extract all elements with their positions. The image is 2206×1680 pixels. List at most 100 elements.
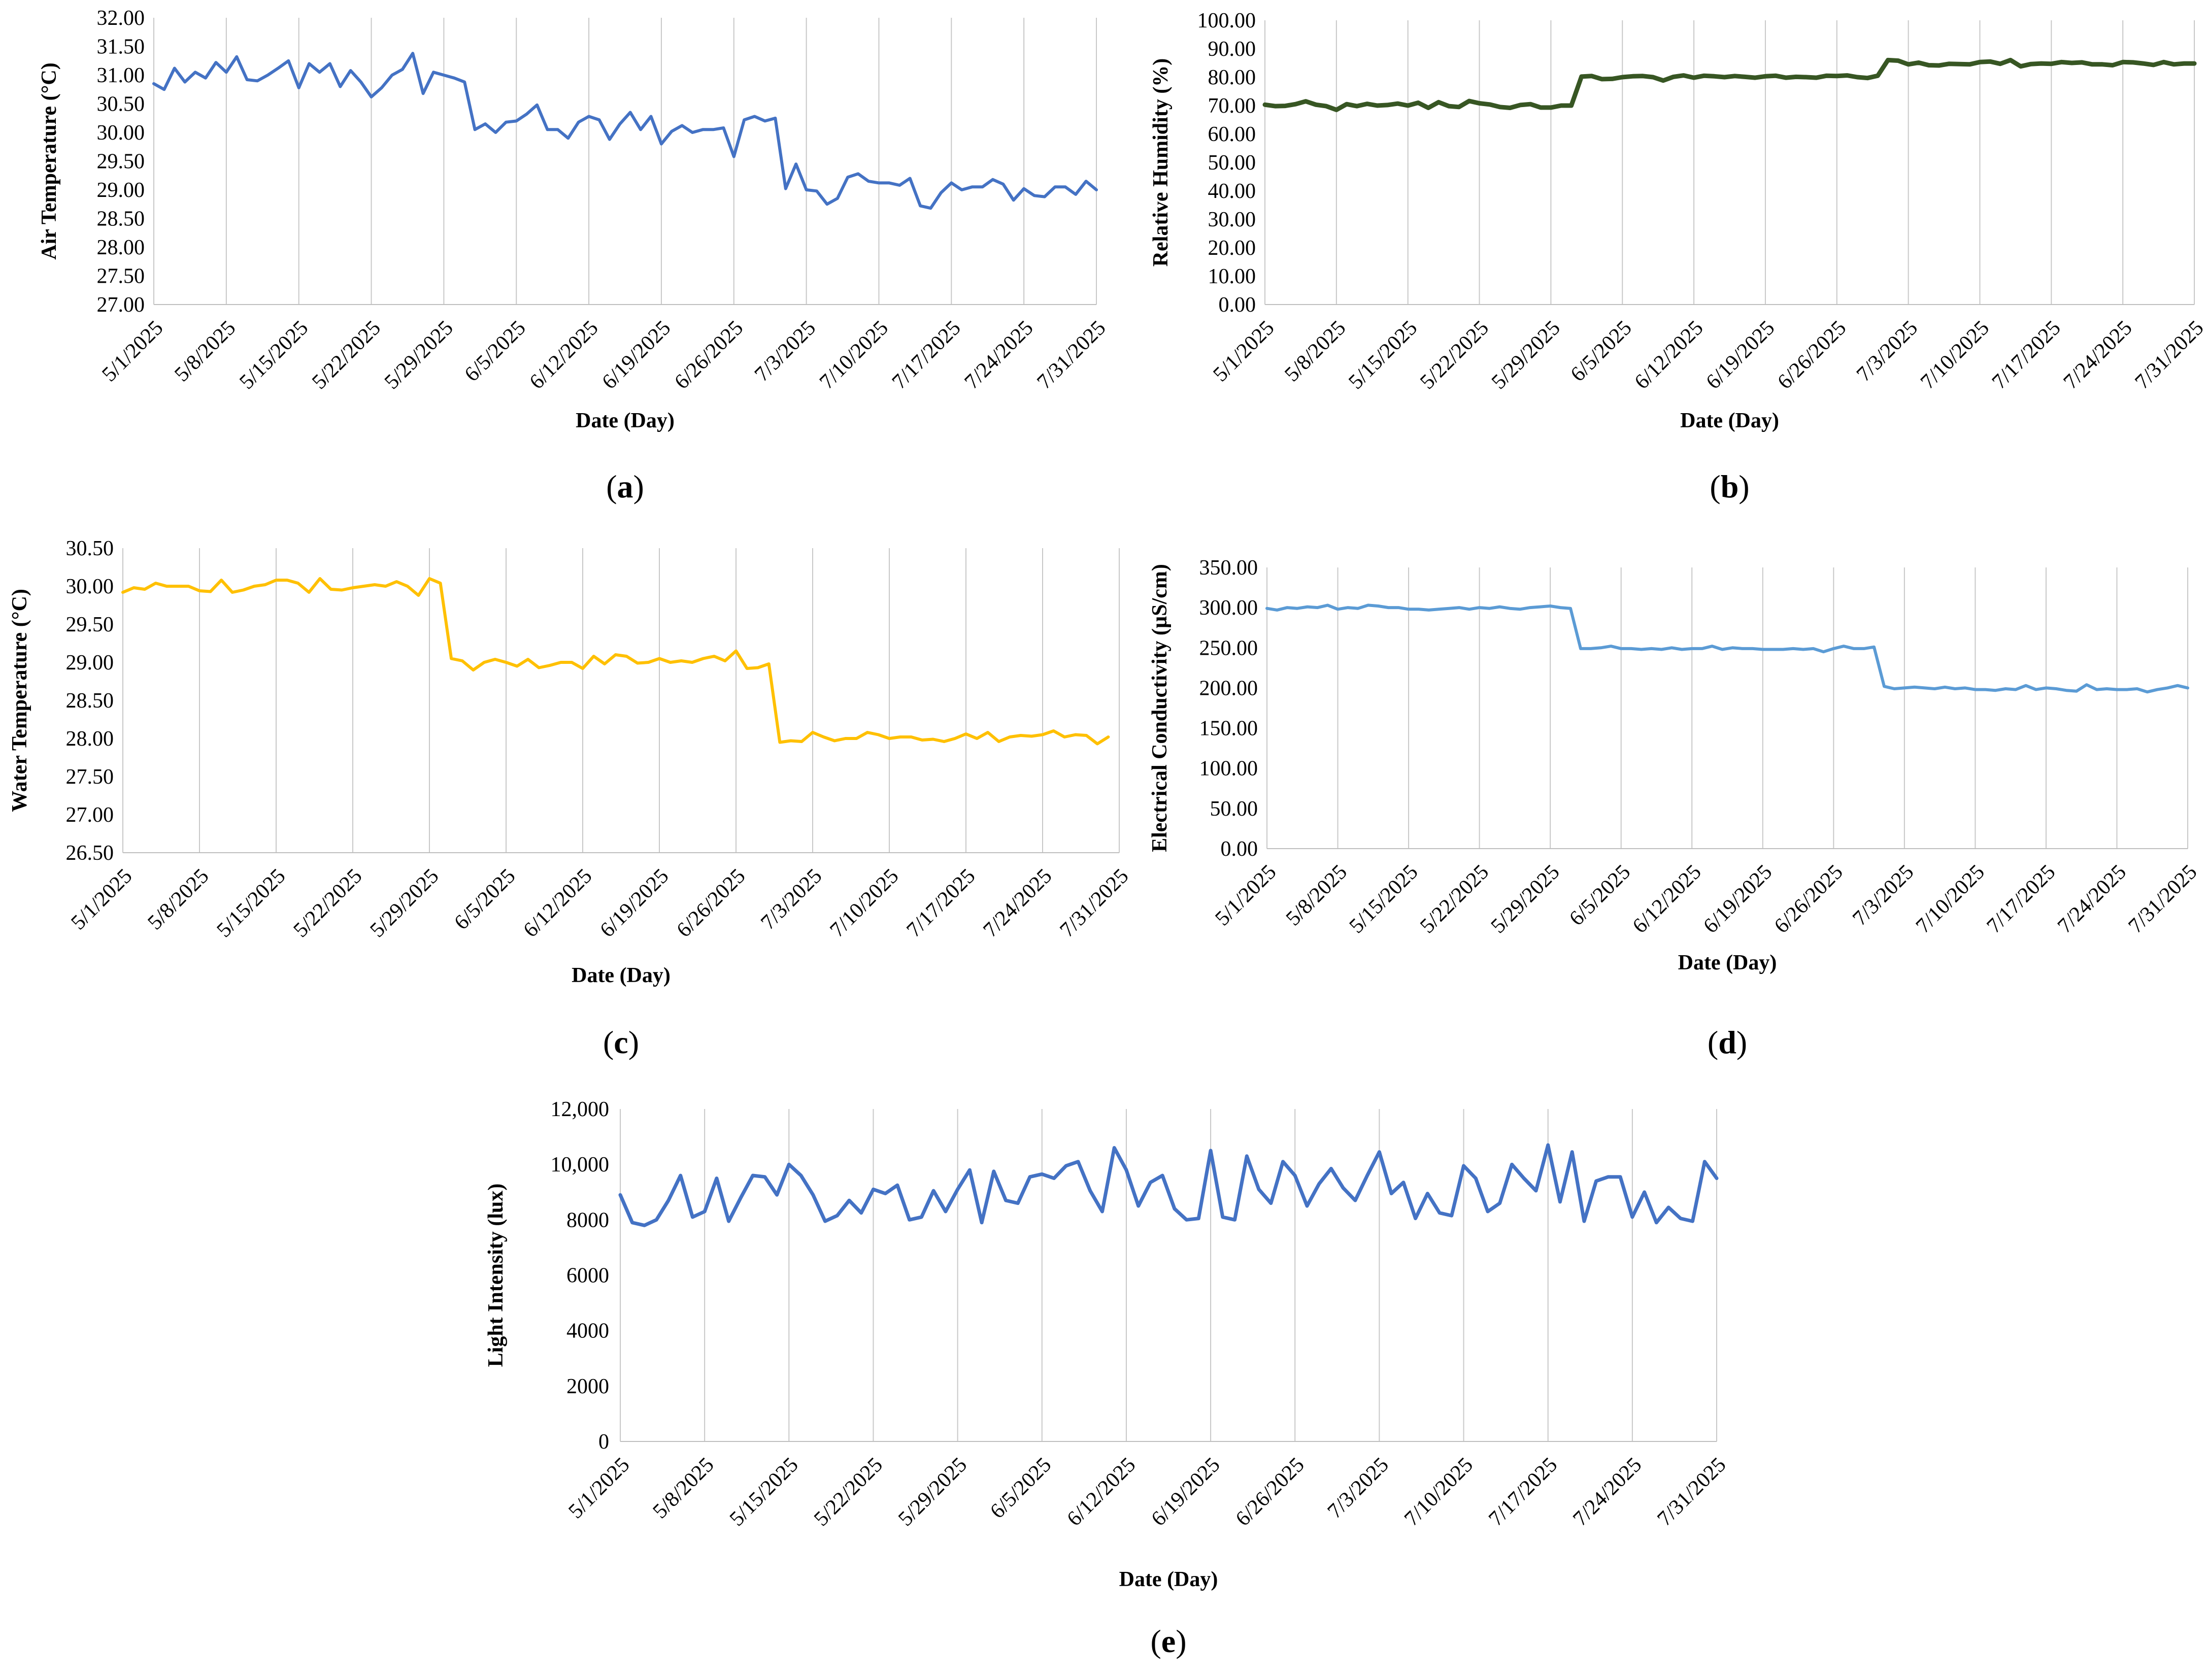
y-tick-label: 28.00 <box>66 727 114 751</box>
x-axis-title: Date (Day) <box>576 409 675 432</box>
panel-label: (e) <box>1150 1623 1186 1659</box>
y-tick-label: 0.00 <box>1221 837 1258 861</box>
y-tick-label: 0 <box>598 1430 609 1454</box>
y-tick-label: 28.00 <box>97 236 145 259</box>
x-tick-label: 7/17/2025 <box>1982 860 2060 938</box>
y-tick-label: 2000 <box>566 1375 609 1398</box>
x-tick-label: 5/29/2025 <box>1487 860 1564 938</box>
x-tick-label: 5/1/2025 <box>564 1453 634 1523</box>
series-line-c <box>121 577 1110 746</box>
y-tick-label: 50.00 <box>1210 797 1258 821</box>
panel-label: (a) <box>606 468 644 505</box>
y-tick-label: 4000 <box>566 1320 609 1343</box>
x-tick-label: 6/12/2025 <box>525 316 603 394</box>
x-tick-label: 7/3/2025 <box>1323 1453 1393 1523</box>
x-tick-label: 7/17/2025 <box>1484 1453 1562 1531</box>
y-tick-label: 80.00 <box>1208 66 1256 89</box>
y-tick-label: 200.00 <box>1199 677 1258 700</box>
x-axis-title: Date (Day) <box>1680 409 1779 432</box>
x-tick-label: 7/31/2025 <box>1055 864 1133 942</box>
y-tick-label: 29.50 <box>66 613 114 636</box>
x-tick-label: 7/24/2025 <box>2053 860 2131 938</box>
chart-panel-c: 26.50 27.00 27.50 28.00 28.50 29.00 29.50 30.00… <box>8 537 1133 1060</box>
y-axis-title: Light Intensity (lux) <box>484 1184 508 1367</box>
series-line-e <box>618 1143 1719 1227</box>
x-tick-label: 7/17/2025 <box>1988 316 2065 394</box>
x-tick-label: 7/10/2025 <box>825 864 903 942</box>
chart-panel-e: 0 2000 4000 6000 8000 10,000 12,000 5/1/2025 5/8… <box>484 1098 1730 1659</box>
y-tick-label: 12,000 <box>551 1098 610 1121</box>
x-tick-label: 6/5/2025 <box>450 864 520 934</box>
y-tick-label: 100.00 <box>1199 757 1258 781</box>
x-tick-label: 5/1/2025 <box>1209 316 1279 386</box>
x-tick-label: 5/15/2025 <box>1344 316 1422 394</box>
y-axis-title: Water Temperature (°C) <box>8 589 31 812</box>
x-tick-label: 7/10/2025 <box>1916 316 1994 394</box>
y-tick-label: 40.00 <box>1208 180 1256 203</box>
x-tick-label: 5/8/2025 <box>1282 860 1352 930</box>
y-tick-label: 20.00 <box>1208 237 1256 260</box>
y-axis-title: Electrical Conductivity (µS/cm) <box>1148 564 1172 852</box>
x-tick-label: 5/15/2025 <box>212 864 290 942</box>
y-tick-label: 60.00 <box>1208 123 1256 146</box>
x-tick-label: 5/15/2025 <box>725 1453 803 1531</box>
x-tick-label: 6/19/2025 <box>1699 860 1777 938</box>
y-tick-label: 0.00 <box>1219 293 1256 317</box>
y-tick-label: 100.00 <box>1197 9 1256 32</box>
x-tick-label: 7/24/2025 <box>979 864 1056 942</box>
y-tick-label: 31.50 <box>97 36 145 59</box>
x-axis-title: Date (Day) <box>572 964 671 987</box>
y-tick-label: 28.50 <box>97 208 145 231</box>
x-tick-label: 7/31/2025 <box>2130 316 2206 394</box>
y-tick-label: 90.00 <box>1208 38 1256 61</box>
panel-label: (b) <box>1710 468 1749 505</box>
y-tick-label: 31.00 <box>97 64 145 87</box>
x-tick-label: 5/29/2025 <box>894 1453 972 1531</box>
y-tick-label: 29.50 <box>97 150 145 174</box>
y-tick-label: 50.00 <box>1208 151 1256 175</box>
x-tick-label: 6/19/2025 <box>597 316 675 394</box>
x-tick-label: 7/24/2025 <box>2059 316 2137 394</box>
x-tick-label: 7/3/2025 <box>1852 316 1922 386</box>
x-tick-label: 7/24/2025 <box>960 316 1038 394</box>
x-tick-label: 5/15/2025 <box>1345 860 1423 938</box>
x-tick-label: 7/3/2025 <box>756 864 826 934</box>
x-tick-label: 7/3/2025 <box>750 316 820 386</box>
y-tick-label: 10,000 <box>551 1153 610 1177</box>
y-tick-label: 32.00 <box>97 7 145 30</box>
y-tick-label: 300.00 <box>1199 596 1258 620</box>
y-tick-label: 30.00 <box>1208 208 1256 231</box>
x-tick-label: 6/12/2025 <box>519 864 596 942</box>
y-tick-label: 29.00 <box>97 179 145 202</box>
y-tick-label: 30.00 <box>66 575 114 598</box>
chart-panel-a: 27.00 27.50 28.00 28.50 29.00 29.50 30.00 30.50… <box>38 7 1110 505</box>
y-axis-title: Air Temperature (°C) <box>38 62 61 260</box>
x-tick-label: 7/31/2025 <box>2124 860 2201 938</box>
x-tick-label: 6/12/2025 <box>1630 316 1708 394</box>
x-tick-label: 6/19/2025 <box>595 864 673 942</box>
panel-label: (d) <box>1708 1024 1747 1060</box>
x-tick-label: 6/5/2025 <box>986 1453 1056 1523</box>
y-tick-label: 27.50 <box>97 265 145 288</box>
x-tick-label: 6/19/2025 <box>1147 1453 1225 1531</box>
x-axis-title: Date (Day) <box>1678 951 1777 975</box>
x-tick-label: 6/26/2025 <box>1231 1453 1309 1531</box>
y-tick-label: 27.50 <box>66 765 114 789</box>
x-tick-label: 5/22/2025 <box>308 316 385 394</box>
x-tick-label: 7/3/2025 <box>1848 860 1918 930</box>
x-tick-label: 6/19/2025 <box>1701 316 1779 394</box>
x-tick-label: 6/26/2025 <box>1773 316 1851 394</box>
y-tick-label: 27.00 <box>66 803 114 827</box>
y-tick-label: 26.50 <box>66 842 114 865</box>
x-tick-label: 5/15/2025 <box>235 316 313 394</box>
panel-label: (c) <box>603 1024 639 1060</box>
x-tick-label: 5/1/2025 <box>97 316 168 386</box>
chart-panel-d: 0.00 50.00 100.00 150.00 200.00 250.00 300.00 3… <box>1148 556 2201 1060</box>
y-axis-title: Relative Humidity (%) <box>1149 58 1173 267</box>
y-tick-label: 28.50 <box>66 689 114 713</box>
x-tick-label: 6/12/2025 <box>1628 860 1706 938</box>
y-tick-label: 8000 <box>566 1208 609 1232</box>
x-tick-label: 5/29/2025 <box>1487 316 1565 394</box>
x-tick-label: 7/17/2025 <box>888 316 965 394</box>
